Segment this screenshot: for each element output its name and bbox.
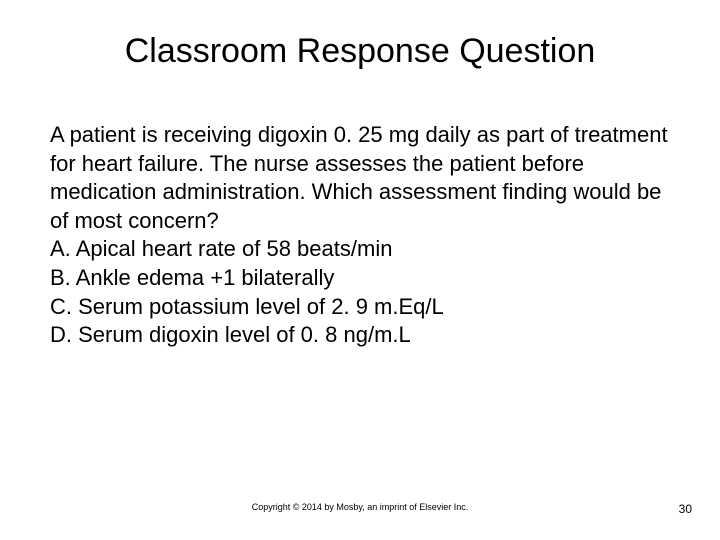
question-text: A patient is receiving digoxin 0. 25 mg … — [50, 121, 670, 235]
option-letter: D. — [50, 322, 72, 347]
option-letter: B. — [50, 265, 71, 290]
option-text: Apical heart rate of 58 beats/min — [76, 236, 393, 261]
copyright-text: Copyright © 2014 by Mosby, an imprint of… — [0, 502, 720, 512]
option-letter: C. — [50, 294, 72, 319]
page-number: 30 — [679, 502, 692, 516]
options-list: A. Apical heart rate of 58 beats/min B. … — [50, 235, 670, 349]
option-a: A. Apical heart rate of 58 beats/min — [50, 235, 670, 264]
option-letter: A. — [50, 236, 71, 261]
slide-container: Classroom Response Question A patient is… — [0, 0, 720, 540]
slide-body: A patient is receiving digoxin 0. 25 mg … — [50, 121, 670, 350]
option-c: C. Serum potassium level of 2. 9 m.Eq/L — [50, 293, 670, 322]
slide-title: Classroom Response Question — [50, 32, 670, 71]
option-d: D. Serum digoxin level of 0. 8 ng/m.L — [50, 321, 670, 350]
option-text: Serum digoxin level of 0. 8 ng/m.L — [78, 322, 411, 347]
option-b: B. Ankle edema +1 bilaterally — [50, 264, 670, 293]
option-text: Serum potassium level of 2. 9 m.Eq/L — [78, 294, 444, 319]
option-text: Ankle edema +1 bilaterally — [76, 265, 335, 290]
